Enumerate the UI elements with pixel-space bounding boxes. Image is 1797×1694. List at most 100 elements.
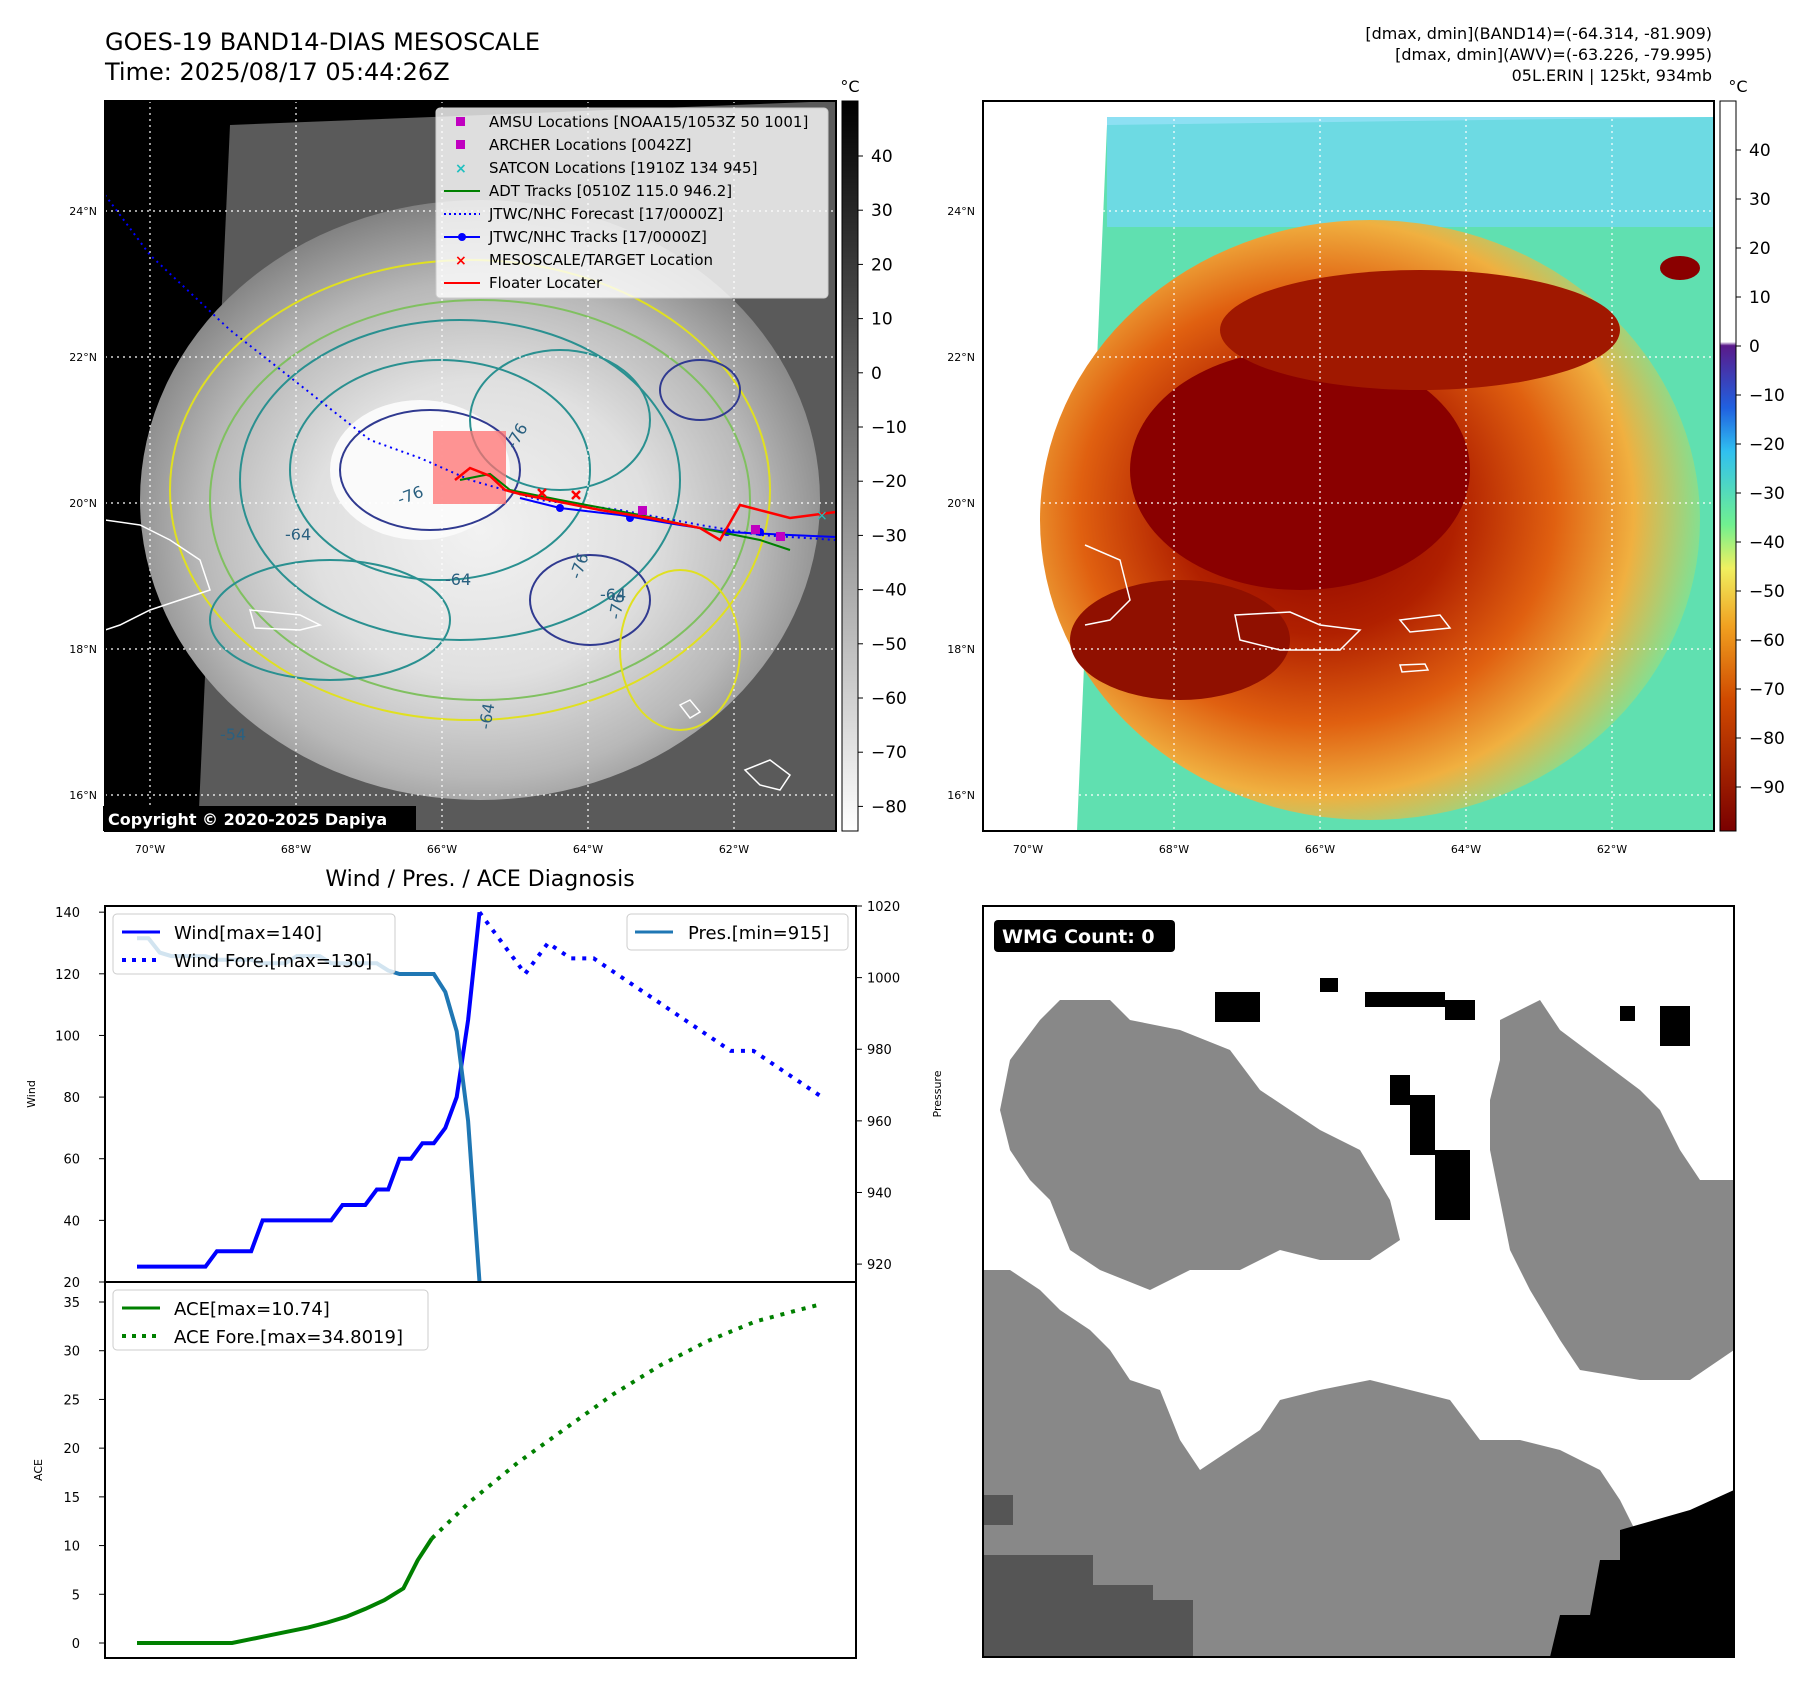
colorbar-tick-label: −50 bbox=[1749, 582, 1785, 602]
colorbar-tick-label: −90 bbox=[1749, 778, 1785, 798]
wind-axis-label: Wind bbox=[25, 1080, 38, 1108]
right-upper-cyan bbox=[1107, 117, 1714, 227]
pressure-y-tick-label: 940 bbox=[867, 1186, 892, 1201]
pressure-legend-box bbox=[626, 913, 849, 951]
right-storm-core bbox=[1130, 350, 1470, 590]
wind-line bbox=[137, 911, 482, 1269]
ace-axis-label: ACE bbox=[32, 1459, 45, 1481]
contour-label: -64 bbox=[475, 702, 498, 731]
ace-y-tick-label: 15 bbox=[63, 1491, 80, 1506]
colorbar-tick-label: 40 bbox=[1749, 141, 1771, 161]
pressure-legend: Pres.[min=915] bbox=[626, 913, 849, 951]
legend-row: ARCHER Locations [0042Z] bbox=[456, 136, 692, 154]
lat-label: 22°N bbox=[69, 351, 97, 364]
satcon-marker: × bbox=[816, 508, 828, 524]
right-storm-arm bbox=[1220, 270, 1620, 390]
lon-label: 62°W bbox=[719, 843, 749, 856]
ace-legend: ACE[max=10.74] ACE Fore.[max=34.8019] bbox=[112, 1289, 429, 1351]
legend-row: Floater Locater bbox=[444, 274, 603, 292]
colorbar-tick-label: −20 bbox=[871, 472, 907, 492]
left-colorbar bbox=[841, 100, 859, 832]
colorbar-tick-label: −30 bbox=[871, 526, 907, 546]
amsu-archer-markers bbox=[638, 506, 785, 541]
colorbar-tick-label: −40 bbox=[1749, 533, 1785, 553]
legend-row: JTWC/NHC Forecast [17/0000Z] bbox=[444, 205, 723, 223]
colorbar-tick-label: −80 bbox=[871, 797, 907, 817]
ace-y-tick-label: 0 bbox=[72, 1637, 80, 1652]
legend-label: MESOSCALE/TARGET Location bbox=[489, 251, 713, 269]
wind-y-tick-label: 100 bbox=[55, 1029, 80, 1044]
left-lon-labels: 70°W 68°W 66°W 64°W 62°W bbox=[135, 843, 749, 856]
right-colorbar-ticks: 40 30 20 10 0 −10 −20 −30 −40 −50 −60 −70 −80 −90 bbox=[1736, 141, 1785, 798]
lat-label: 16°N bbox=[947, 789, 975, 802]
ace-plot-frame bbox=[104, 1281, 857, 1659]
ace-series-group bbox=[137, 1301, 823, 1645]
ace-forecast-legend-label: ACE Fore.[max=34.8019] bbox=[174, 1327, 403, 1348]
pressure-y-ticks: 920 940 960 980 1000 1020 bbox=[856, 900, 900, 1273]
lat-label: 22°N bbox=[947, 351, 975, 364]
left-map-panel: -76 -76 -76 -64 -64 -64 -54 -76 -64 bbox=[69, 77, 907, 856]
lon-label: 62°W bbox=[1597, 843, 1627, 856]
colorbar-tick-label: 0 bbox=[1749, 337, 1760, 357]
colorbar-tick-label: −80 bbox=[1749, 729, 1785, 749]
wmg-dark-regions bbox=[983, 1495, 1193, 1657]
right-cold-spot bbox=[1660, 256, 1700, 280]
legend-row: ADT Tracks [0510Z 115.0 946.2] bbox=[444, 182, 732, 200]
pressure-line bbox=[137, 936, 482, 1283]
colorbar-tick-label: −40 bbox=[871, 581, 907, 601]
colorbar-tick-label: 20 bbox=[871, 255, 893, 275]
contour-label: -76 bbox=[605, 592, 628, 621]
pressure-axis-label: Pressure bbox=[931, 1070, 944, 1117]
left-contours bbox=[169, 259, 771, 731]
ace-y-tick-label: 35 bbox=[63, 1296, 80, 1311]
lon-label: 64°W bbox=[1451, 843, 1481, 856]
legend-label: SATCON Locations [1910Z 134 945] bbox=[489, 159, 757, 177]
right-storm-band bbox=[1070, 580, 1290, 700]
colorbar-tick-label: −30 bbox=[1749, 484, 1785, 504]
colorbar-tick-label: −10 bbox=[871, 418, 907, 438]
wmg-count-badge bbox=[994, 920, 1175, 952]
wmg-black-regions bbox=[1215, 978, 1734, 1657]
wmg-count-label: WMG Count: 0 bbox=[1002, 926, 1155, 948]
right-lat-labels: 24°N 22°N 20°N 18°N 16°N bbox=[947, 205, 975, 802]
lat-label: 18°N bbox=[69, 643, 97, 656]
floater-locater-track bbox=[454, 466, 836, 542]
wind-y-tick-label: 140 bbox=[55, 906, 80, 921]
wmg-panel: WMG Count: 0 bbox=[982, 905, 1735, 1658]
lon-label: 68°W bbox=[281, 843, 311, 856]
legend-label: JTWC/NHC Tracks [17/0000Z] bbox=[488, 228, 707, 246]
ace-y-tick-label: 20 bbox=[63, 1442, 80, 1457]
lon-label: 66°W bbox=[427, 843, 457, 856]
pressure-y-tick-label: 920 bbox=[867, 1258, 892, 1273]
legend-row: × MESOSCALE/TARGET Location bbox=[455, 251, 713, 269]
lat-label: 24°N bbox=[947, 205, 975, 218]
colorbar-tick-label: −70 bbox=[871, 743, 907, 763]
ace-y-ticks: 0 5 10 15 20 25 30 35 bbox=[63, 1296, 105, 1652]
wmg-gray-regions bbox=[983, 1000, 1734, 1657]
ace-forecast-line bbox=[430, 1301, 823, 1540]
left-colorbar-unit: °C bbox=[840, 77, 859, 96]
target-location-markers bbox=[537, 488, 581, 500]
wind-forecast-line bbox=[477, 911, 824, 1099]
left-colorbar-ticks: 40 30 20 10 0 −10 −20 −30 −40 −50 −60 −70 −80 bbox=[858, 147, 907, 817]
colorbar-tick-label: 10 bbox=[1749, 288, 1771, 308]
pressure-y-tick-label: 960 bbox=[867, 1115, 892, 1130]
figure-title: GOES-19 BAND14-DIAS MESOSCALE bbox=[105, 28, 540, 56]
colorbar-tick-label: 10 bbox=[871, 310, 893, 330]
legend-label: ARCHER Locations [0042Z] bbox=[489, 136, 692, 154]
ace-line bbox=[137, 1537, 434, 1645]
wind-pressure-chart: Wind / Pres. / ACE Diagnosis Wind Pressu… bbox=[25, 867, 944, 1291]
legend-x-marker: × bbox=[455, 253, 467, 269]
colorbar-tick-label: −70 bbox=[1749, 680, 1785, 700]
pressure-legend-label: Pres.[min=915] bbox=[688, 923, 829, 944]
wind-y-tick-label: 40 bbox=[63, 1214, 80, 1229]
colorbar-tick-label: 30 bbox=[1749, 190, 1771, 210]
stat-awv: [dmax, dmin](AWV)=(-63.226, -79.995) bbox=[1395, 45, 1712, 64]
left-lat-labels: 24°N 22°N 20°N 18°N 16°N bbox=[69, 205, 97, 802]
left-map-legend: AMSU Locations [NOAA15/1053Z 50 1001] ARC… bbox=[435, 107, 829, 299]
lat-label: 20°N bbox=[69, 497, 97, 510]
legend-box bbox=[435, 107, 829, 299]
wind-y-tick-label: 120 bbox=[55, 968, 80, 983]
left-map-frame bbox=[104, 100, 837, 832]
wmg-frame bbox=[982, 905, 1735, 1658]
